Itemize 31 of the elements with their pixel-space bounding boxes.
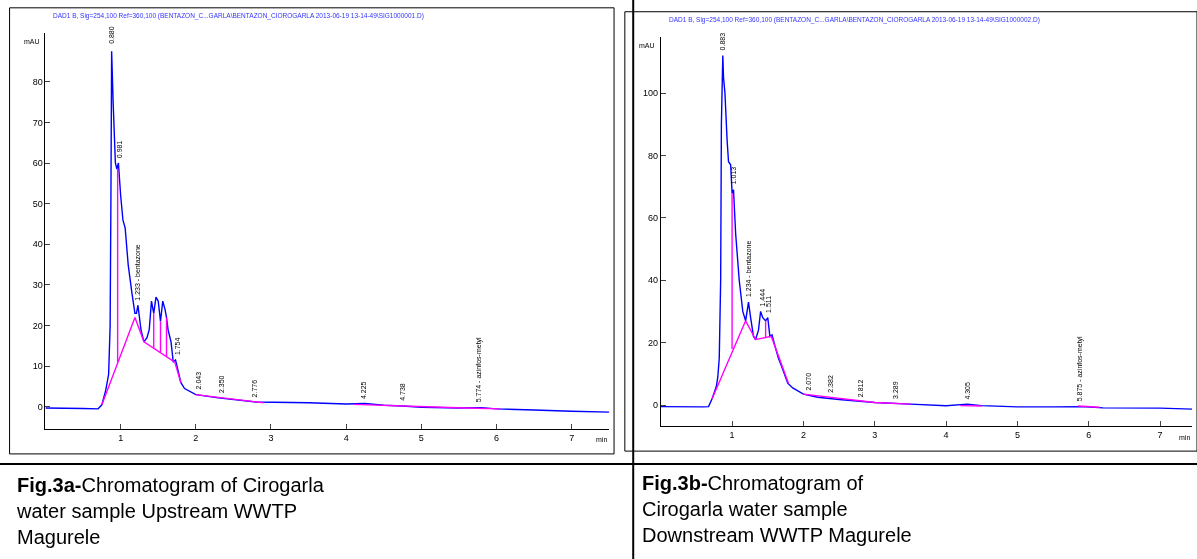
y-tick-label: 20 <box>647 337 658 348</box>
y-tick-label: 70 <box>32 117 43 128</box>
caption: Fig.3a-Chromatogram of Cirogarla water sample Upstream WWTP Magurele <box>16 474 325 548</box>
y-tick-label: 60 <box>647 213 658 223</box>
y-tick-label: 20 <box>32 320 43 331</box>
x-tick-label: 4 <box>343 432 349 443</box>
x-tick-label: 5 <box>1014 429 1020 440</box>
x-tick-label: 7 <box>1157 429 1163 440</box>
x-tick-label: 1 <box>729 429 735 440</box>
x-tick-label: 4 <box>943 429 949 440</box>
x-tick-label: 2 <box>193 432 199 443</box>
x-tick-label: 1 <box>118 432 124 443</box>
y-tick-label: 80 <box>647 150 658 161</box>
y-tick-label: 40 <box>647 275 658 286</box>
caption: Fig.3b-Chromatogram of Cirogarla water sample Downstream WWTP Magurele <box>642 472 912 546</box>
y-tick-label: 0 <box>37 401 43 412</box>
y-tick-label: 80 <box>32 76 43 87</box>
y-tick-label: 30 <box>32 280 43 291</box>
y-tick-label: 60 <box>32 158 43 169</box>
x-tick-label: 7 <box>569 432 575 443</box>
y-tick-label: 40 <box>32 239 43 250</box>
x-tick-label: 3 <box>268 432 274 443</box>
x-tick-label: 2 <box>800 429 806 440</box>
y-tick-label: 50 <box>32 198 43 209</box>
y-tick-label: 10 <box>32 361 43 372</box>
y-tick-label: 0 <box>652 400 658 411</box>
x-tick-label: 6 <box>494 432 500 443</box>
x-tick-label: 6 <box>1086 429 1092 440</box>
y-tick-label: 100 <box>642 88 658 99</box>
x-tick-label: 3 <box>872 429 878 440</box>
x-tick-label: 5 <box>418 432 424 443</box>
